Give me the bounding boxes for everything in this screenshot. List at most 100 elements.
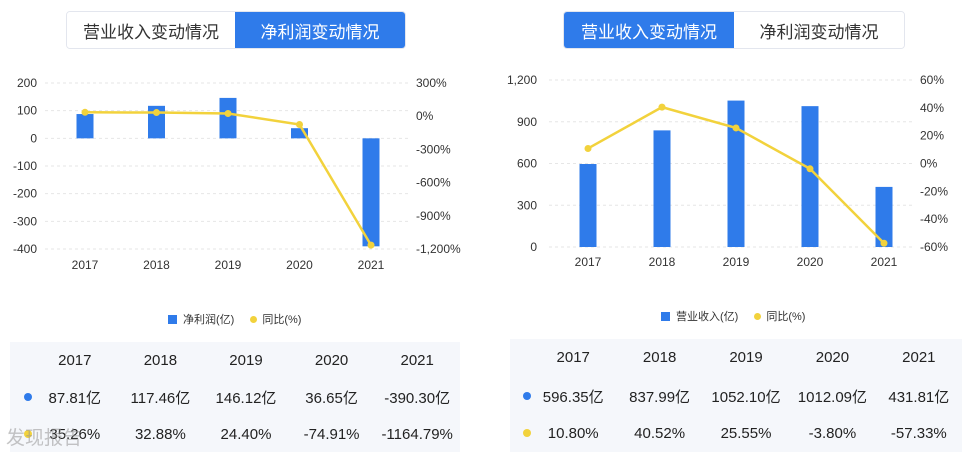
net-profit-cell: 36.65亿: [305, 389, 358, 407]
y-right-tick-label: -300%: [416, 142, 451, 156]
year-header: 2021: [902, 348, 936, 366]
y-right-tick-label: -40%: [920, 212, 948, 226]
net-profit-cell: 117.46亿: [130, 389, 191, 407]
year-header: 2020: [815, 348, 850, 366]
revenue-table: 2017 2018 2019 2020 2021 596.35亿 837.99亿…: [510, 339, 962, 452]
y-right-tick-label: 60%: [920, 73, 944, 87]
y-left-tick-label: 1,200: [507, 73, 537, 87]
legend-bar-label: 营业收入(亿): [676, 311, 739, 323]
revenue-panel: 营业收入变动情况 净利润变动情况 1,200 900 600 300 0 60% 40% 20…: [485, 0, 969, 452]
y-right-tick-label: 0%: [416, 109, 434, 123]
legend-bar-swatch: [661, 311, 670, 321]
y-left-tick-label: 0: [530, 240, 537, 254]
x-tick-label: 2021: [358, 258, 385, 272]
row-marker-blue: [523, 392, 531, 400]
yoy-cell: 35.26%: [49, 425, 101, 443]
table-header-row: 2017 2018 2019 2020 2021: [10, 342, 460, 378]
legend-bar-label: 净利润(亿): [183, 314, 235, 326]
y-right-tick-label: 40%: [920, 101, 944, 115]
tab-bar: 营业收入变动情况 净利润变动情况: [66, 11, 406, 49]
revenue-cell: 596.35亿: [542, 388, 604, 406]
year-header: 2017: [58, 351, 92, 369]
bar: [148, 105, 165, 139]
y-left-tick-label: 0: [30, 131, 37, 145]
net-profit-chart: 200 100 0 -100 -200 -300 -400 300% 0% -300% -600% -…: [13, 76, 461, 272]
y-right-tick-label: -900%: [416, 209, 451, 223]
row-marker-yellow: [523, 429, 531, 437]
yoy-cell: -74.91%: [303, 425, 360, 443]
yoy-point: [806, 165, 814, 173]
revenue-cell: 1012.09亿: [797, 388, 868, 406]
bar: [801, 106, 819, 247]
y-left-tick-label: 200: [17, 76, 37, 90]
legend-line-label: 同比(%): [766, 311, 806, 323]
year-header: 2019: [229, 351, 263, 369]
y-left-tick-label: -400: [13, 242, 37, 256]
y-right-tick-label: 300%: [416, 76, 447, 90]
yoy-point: [81, 108, 89, 116]
year-header: 2020: [314, 351, 349, 369]
revenue-chart: 1,200 900 600 300 0 60% 40% 20% 0% -20% -40% -60% 20…: [507, 73, 948, 269]
yoy-cell: -1164.79%: [381, 425, 453, 443]
revenue-cell: 837.99亿: [629, 388, 691, 406]
net-profit-table: 2017 2018 2019 2020 2021 87.81亿 117.46亿 …: [10, 342, 460, 452]
x-tick-label: 2019: [723, 255, 750, 269]
y-left-tick-label: -100: [13, 159, 37, 173]
y-left-tick-label: 600: [517, 157, 537, 171]
y-left-tick-label: 100: [17, 104, 37, 118]
bar: [653, 130, 671, 247]
year-header: 2017: [556, 348, 590, 366]
tab-net-profit-change[interactable]: 净利润变动情况: [734, 12, 904, 48]
bar: [362, 138, 380, 247]
y-right-tick-label: 0%: [920, 157, 938, 171]
x-tick-label: 2020: [797, 255, 824, 269]
yoy-cell: 25.55%: [720, 424, 772, 442]
bar: [76, 114, 94, 139]
yoy-point: [224, 109, 232, 117]
bar: [875, 186, 893, 247]
legend-line-swatch: [250, 315, 258, 323]
y-left-tick-label: -300: [13, 214, 37, 228]
y-right-tick-label: -600%: [416, 176, 451, 190]
table-row: 35.26% 32.88% 24.40% -74.91% -1164.79%: [10, 416, 460, 452]
revenue-cell: 1052.10亿: [711, 388, 781, 406]
net-profit-cell: 146.12亿: [215, 389, 277, 407]
year-header: 2018: [642, 348, 677, 366]
x-tick-label: 2020: [286, 258, 313, 272]
table-row: 10.80% 40.52% 25.55% -3.80% -57.33%: [510, 415, 962, 451]
row-marker-blue: [24, 393, 32, 401]
y-left-tick-label: 300: [517, 198, 537, 212]
tab-net-profit-change[interactable]: 净利润变动情况: [235, 12, 405, 48]
chart-legend: 营业收入(亿) 同比(%): [661, 308, 805, 324]
x-tick-label: 2018: [143, 258, 170, 272]
y-left-tick-label: 900: [517, 115, 537, 129]
row-marker-yellow: [24, 430, 32, 438]
y-right-tick-label: -20%: [920, 184, 948, 198]
net-profit-cell: 87.81亿: [48, 389, 102, 407]
yoy-cell: -3.80%: [808, 424, 857, 442]
yoy-point: [153, 109, 160, 117]
tab-bar: 营业收入变动情况 净利润变动情况: [563, 11, 905, 49]
bar: [291, 128, 308, 139]
legend-bar-swatch: [168, 314, 177, 324]
table-header-row: 2017 2018 2019 2020 2021: [510, 339, 962, 375]
net-profit-panel: 营业收入变动情况 净利润变动情况 200 100 0 -100 -200 -300 -400…: [0, 0, 484, 452]
tab-revenue-change[interactable]: 营业收入变动情况: [564, 12, 734, 48]
yoy-cell: -57.33%: [890, 424, 947, 442]
x-tick-label: 2017: [72, 258, 99, 272]
yoy-point: [367, 241, 375, 249]
x-tick-label: 2017: [575, 255, 602, 269]
revenue-cell: 431.81亿: [888, 388, 950, 406]
yoy-cell: 32.88%: [134, 425, 186, 443]
y-right-tick-label: -1,200%: [416, 242, 461, 256]
x-tick-label: 2019: [215, 258, 242, 272]
yoy-point: [658, 103, 666, 111]
bar: [579, 164, 597, 247]
tab-revenue-change[interactable]: 营业收入变动情况: [67, 12, 235, 48]
yoy-point: [880, 239, 888, 247]
legend-line-label: 同比(%): [262, 314, 302, 326]
x-tick-label: 2018: [649, 255, 676, 269]
y-right-tick-label: 20%: [920, 129, 944, 143]
table-row: 596.35亿 837.99亿 1052.10亿 1012.09亿 431.81…: [510, 378, 962, 414]
watermark: 发现报告: [6, 428, 83, 449]
